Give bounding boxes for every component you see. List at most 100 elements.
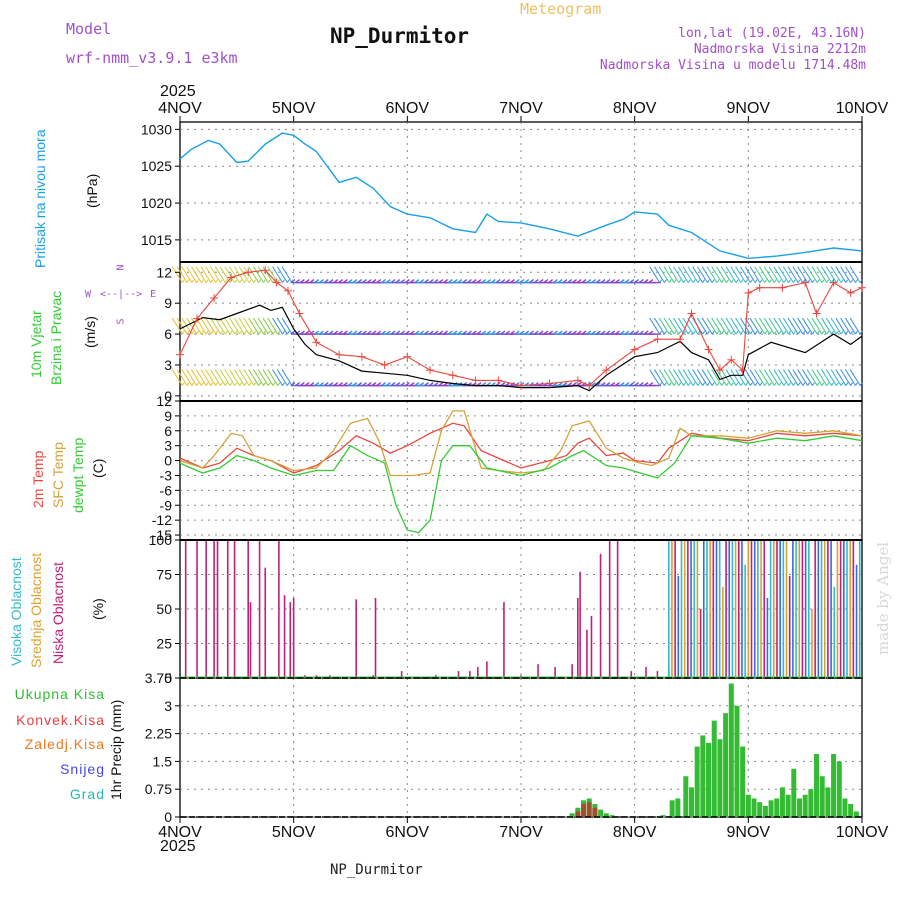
- temp-ytick-label: -15: [152, 527, 172, 543]
- wind-barb-tip: [783, 330, 787, 335]
- wind-barb-tip: [730, 330, 734, 335]
- wind-barb-tip: [859, 382, 863, 386]
- wind-barb-tip: [395, 381, 401, 387]
- wind-barb-tip: [605, 381, 611, 387]
- wind-barb: [190, 266, 202, 283]
- wind-barb: [663, 369, 675, 386]
- wind-barb-tip: [352, 279, 358, 284]
- wind-barb-tip: [299, 330, 305, 335]
- wind-barb-tip: [788, 279, 791, 283]
- wind-barb: [811, 369, 823, 386]
- wind-barb-tip: [634, 279, 639, 284]
- wind-barb-tip: [735, 382, 739, 386]
- total-precip-bar: [717, 739, 723, 817]
- wind-barb: [711, 369, 723, 386]
- wind-barb-tip: [258, 330, 262, 335]
- wind-barb-tip: [253, 279, 257, 283]
- wind-barb-tip: [692, 382, 696, 386]
- wind-barb-tip: [840, 279, 844, 283]
- wind-barb: [682, 369, 694, 386]
- wind-barb-tip: [395, 330, 401, 335]
- wind-barb-tip: [323, 330, 329, 335]
- wind-barb-tip: [783, 382, 787, 386]
- wind-barb-tip: [409, 330, 415, 335]
- wind-barb-tip: [495, 279, 501, 284]
- wind-barb-tip: [721, 382, 725, 386]
- wind-barb: [768, 369, 780, 386]
- wind-ytick-label: 9: [164, 295, 172, 311]
- wind-barb-tip: [664, 279, 667, 283]
- wind-barb-tip: [562, 330, 568, 335]
- wind-barb-tip: [342, 330, 348, 335]
- wind-barb: [186, 369, 198, 386]
- wind-barb: [725, 369, 737, 386]
- wind-barb: [773, 317, 785, 335]
- wind-barb-tip: [210, 279, 214, 283]
- wind-barb: [176, 369, 188, 386]
- wind-barb-tip: [457, 330, 463, 335]
- wind-barb: [782, 266, 794, 283]
- wind-barb-tip: [643, 330, 649, 335]
- wind-barb: [754, 317, 766, 335]
- wind-barb-tip: [376, 330, 382, 335]
- wind-barb: [735, 266, 747, 283]
- total-precip-bar: [660, 815, 666, 817]
- wind-barb: [668, 266, 680, 283]
- wind-barb-tip: [576, 330, 582, 335]
- wind-barb: [195, 266, 207, 283]
- wind-barb-tip: [519, 330, 525, 335]
- wind-barb-tip: [673, 330, 677, 335]
- wind-barb-tip: [716, 279, 720, 283]
- wind-barb-tip: [400, 381, 406, 387]
- total-precip-bar: [706, 742, 712, 817]
- pressure-line: [179, 132, 863, 260]
- wind-barb: [224, 369, 236, 386]
- total-precip-bar: [802, 794, 808, 817]
- wind-barb-tip: [181, 279, 185, 283]
- wind-barb-tip: [716, 382, 720, 386]
- wind-barb-tip: [740, 279, 744, 283]
- total-precip-bar: [728, 683, 734, 817]
- year-bottom-label: 2025: [160, 838, 196, 855]
- wind-barb-tip: [342, 381, 348, 387]
- wind-barb-tip: [697, 279, 701, 283]
- wind-barb-tip: [697, 382, 701, 386]
- wind-barb-tip: [414, 279, 420, 284]
- wind-barb-tip: [562, 381, 568, 387]
- wind-barb: [233, 317, 245, 335]
- wind-barb-tip: [304, 381, 310, 387]
- wind-barb: [720, 317, 732, 335]
- precip-ytick-label: 0.75: [145, 781, 172, 797]
- wind-barb: [835, 266, 847, 283]
- wind-barb-tip: [419, 279, 425, 284]
- wind-barb: [272, 266, 283, 283]
- wind-barb-tip: [433, 381, 439, 387]
- wind-barb-tip: [490, 330, 496, 335]
- wind-barb-tip: [299, 279, 305, 284]
- wind-barb-tip: [807, 330, 811, 335]
- temp-sfc-line: [179, 410, 863, 477]
- wind-barb: [830, 266, 842, 283]
- wind-barb: [248, 266, 260, 283]
- wind-barb-tip: [619, 330, 625, 335]
- wind-barb-tip: [745, 279, 749, 283]
- wind-barb-tip: [519, 279, 525, 284]
- wind-barb-tip: [664, 382, 667, 386]
- wind-barb: [243, 266, 255, 283]
- wind-barb-tip: [615, 279, 620, 284]
- wind-barb: [654, 369, 665, 386]
- wind-barb-tip: [277, 382, 281, 386]
- wind-barb: [711, 266, 723, 283]
- wind-barb-tip: [328, 330, 334, 335]
- wind-barb-tip: [683, 330, 686, 335]
- wind-barb-tip: [850, 382, 854, 386]
- wind-barb: [200, 317, 212, 335]
- wind-barb-tip: [191, 330, 195, 335]
- legend-frozen-rain: Zaledj.Kisa: [24, 736, 105, 752]
- wind-barb-tip: [859, 330, 863, 335]
- wind-barb-tip: [205, 382, 209, 386]
- wind-barb-tip: [591, 279, 597, 284]
- wind-barb: [257, 317, 269, 335]
- wind-barb: [205, 266, 217, 283]
- wind-barb-tip: [400, 330, 406, 335]
